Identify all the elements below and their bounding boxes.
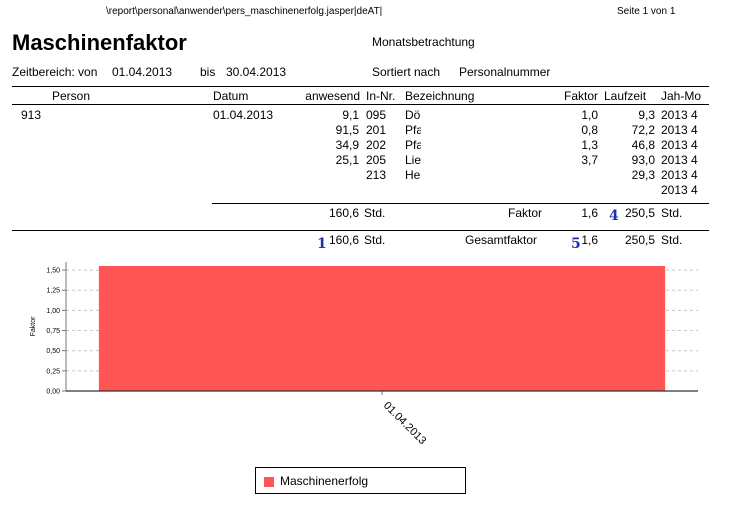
report-subtitle: Monatsbetrachtung (372, 35, 475, 49)
col-datum: Datum (213, 89, 249, 103)
subtotal-faktor: 1,6 (581, 206, 598, 220)
cell-inr: 201 (366, 123, 387, 137)
cell-anwesend: 9,1 (342, 108, 359, 122)
col-inr: In-Nr. (366, 89, 396, 103)
page-info: Seite 1 von 1 (617, 6, 676, 17)
table-row: 213 He 29,3 2013 4 (0, 168, 739, 183)
range-label: Zeitbereich: von (12, 65, 98, 79)
bar (98, 266, 666, 391)
marker-4: 4 (609, 208, 619, 224)
y-tick-label: 1,50 (46, 268, 60, 275)
cell-jahmo: 2013 4 (661, 108, 698, 122)
cell-jahmo: 2013 4 (661, 153, 698, 167)
cell-bezeichnung: Pfa (405, 123, 421, 137)
cell-anwesend: 25,1 (335, 153, 359, 167)
legend-swatch (264, 477, 274, 487)
total-anwesend: 160,6 (328, 233, 359, 247)
col-faktor: Faktor (563, 89, 598, 103)
group-datum: 01.04.2013 (213, 108, 274, 122)
total-unit: Std. (364, 233, 386, 247)
cell-jahmo: 2013 4 (661, 123, 698, 137)
report-title: Maschinenfaktor (12, 30, 187, 55)
header-top-rule (12, 86, 709, 87)
sort-value: Personalnummer (459, 65, 551, 79)
cell-anwesend: 34,9 (335, 138, 359, 152)
table-row: 25,1 205 Lie 3,7 93,0 2013 4 (0, 153, 739, 168)
total-faktor: 1,6 (581, 233, 598, 247)
cell-bezeichnung: Lie (405, 153, 421, 167)
cell-faktor: 3,7 (581, 153, 598, 167)
cell-laufzeit: 9,3 (638, 108, 655, 122)
total-label: Gesamtfaktor (465, 233, 538, 247)
table-row: 9,1 095 Dö 1,0 9,3 2013 4 (0, 108, 739, 123)
range-to: 30.04.2013 (226, 65, 287, 79)
subtotal-anwesend: 160,6 (328, 206, 359, 220)
cell-faktor: 0,8 (581, 123, 598, 137)
cell-bezeichnung: He (405, 168, 421, 182)
sort-label: Sortiert nach (372, 65, 441, 79)
total-laufzeit: 250,5 (624, 233, 655, 247)
marker-1: 1 (317, 236, 327, 252)
report-path: \report\personal\anwender\pers_maschinen… (106, 6, 383, 17)
subtotal-rule (212, 203, 709, 204)
cell-anwesend: 91,5 (335, 123, 359, 137)
header-bottom-rule (12, 104, 709, 105)
cell-laufzeit: 72,2 (631, 123, 655, 137)
cell-jahmo: 2013 4 (661, 138, 698, 152)
cell-faktor: 1,3 (581, 138, 598, 152)
cell-bezeichnung: Pfa (405, 138, 421, 152)
detail-rows: 9,1 095 Dö 1,0 9,3 2013 4 91,5 201 Pfa 0… (0, 108, 739, 198)
col-anwesend: anwesend (305, 89, 360, 103)
cell-jahmo: 2013 4 (661, 183, 698, 197)
cell-inr: 213 (366, 168, 387, 182)
cell-inr: 205 (366, 153, 387, 167)
cell-laufzeit: 29,3 (631, 168, 655, 182)
subtotal-unit: Std. (364, 206, 386, 220)
y-tick-label: 0,00 (46, 389, 60, 396)
total-rule (12, 230, 709, 231)
total-unit2: Std. (661, 233, 683, 247)
range-from: 01.04.2013 (112, 65, 173, 79)
y-tick-label: 0,75 (46, 328, 60, 335)
legend-label: Maschinenerfolg (280, 474, 369, 488)
col-bezeichnung: Bezeichnung (405, 89, 475, 103)
marker-5: 5 (571, 236, 581, 252)
y-axis-label: Faktor (30, 316, 37, 337)
subtotal-label: Faktor (508, 206, 543, 220)
subtotal-laufzeit: 250,5 (624, 206, 655, 220)
y-tick-label: 1,00 (46, 308, 60, 315)
group-person: 913 (21, 108, 42, 122)
cell-inr: 202 (366, 138, 387, 152)
cell-jahmo: 2013 4 (661, 168, 698, 182)
cell-bezeichnung: Dö (405, 108, 421, 122)
table-row: 34,9 202 Pfa 1,3 46,8 2013 4 (0, 138, 739, 153)
x-tick-label: 01.04.2013 (381, 400, 428, 447)
chart-legend: Maschinenerfolg (255, 467, 466, 494)
table-row: 2013 4 (0, 183, 739, 198)
y-tick-label: 1,25 (46, 288, 60, 295)
subtotal-unit2: Std. (661, 206, 683, 220)
cell-faktor: 1,0 (581, 108, 598, 122)
col-laufzeit: Laufzeit (604, 89, 647, 103)
range-bis: bis (200, 65, 216, 79)
cell-laufzeit: 93,0 (631, 153, 655, 167)
col-jahmo: Jah-Mo (661, 89, 702, 103)
y-tick-label: 0,50 (46, 348, 60, 355)
cell-laufzeit: 46,8 (631, 138, 655, 152)
y-tick-label: 0,25 (46, 368, 60, 375)
col-person: Person (52, 89, 91, 103)
cell-inr: 095 (366, 108, 387, 122)
table-row: 91,5 201 Pfa 0,8 72,2 2013 4 (0, 123, 739, 138)
